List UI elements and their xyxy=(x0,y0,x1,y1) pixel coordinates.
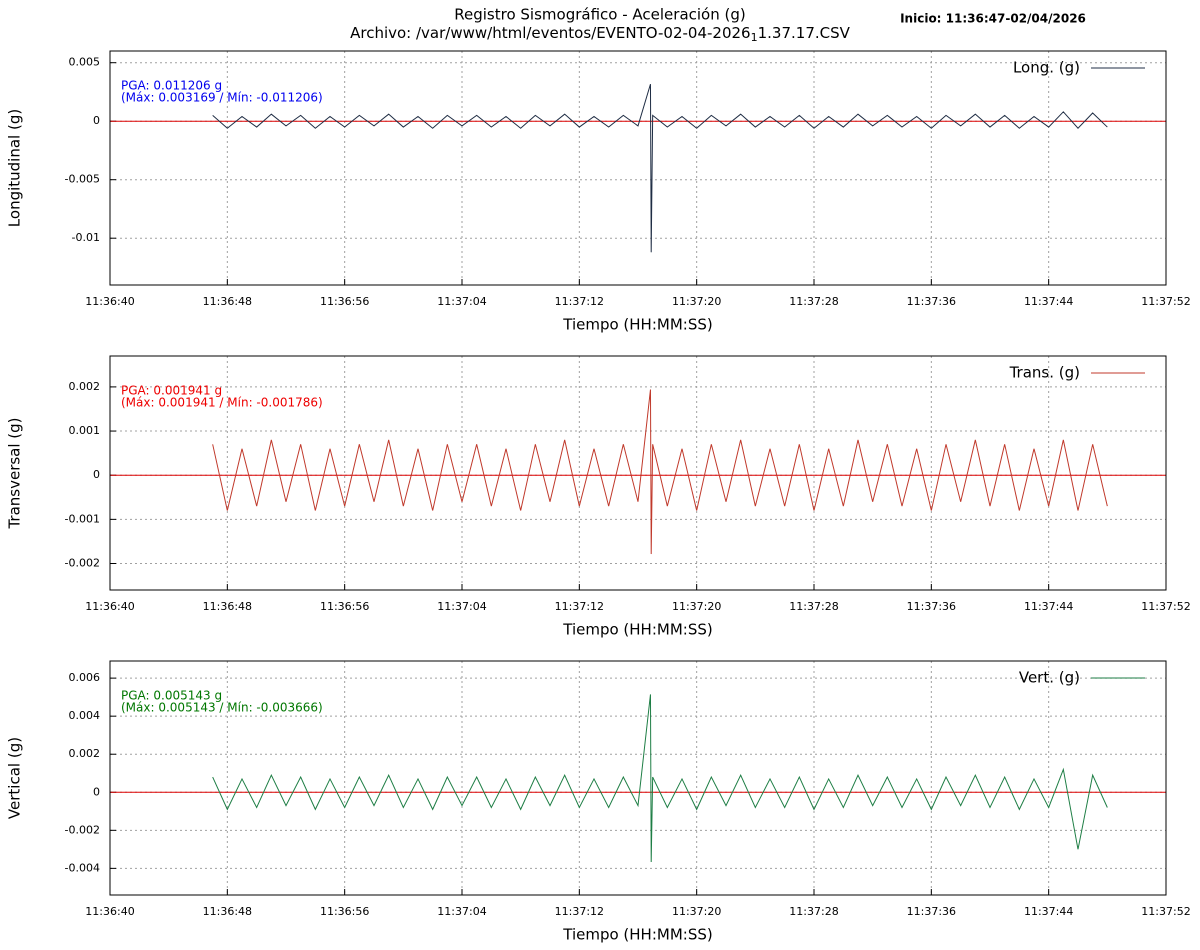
x-tick-label: 11:37:04 xyxy=(437,600,486,613)
x-tick-label: 11:37:12 xyxy=(555,600,604,613)
annotation: (Máx: 0.003169 / Mín: -0.011206) xyxy=(121,91,323,105)
annotation: PGA: 0.005143 g xyxy=(121,689,222,703)
y-tick-label: 0.002 xyxy=(69,380,101,393)
y-tick-label: -0.001 xyxy=(65,512,100,525)
x-axis-label: Tiempo (HH:MM:SS) xyxy=(562,316,712,334)
x-tick-label: 11:36:40 xyxy=(85,905,134,918)
y-tick-label: 0 xyxy=(93,468,100,481)
x-tick-label: 11:36:56 xyxy=(320,905,369,918)
subtitle-text: 1.37.17.CSV xyxy=(758,24,851,42)
x-tick-label: 11:37:44 xyxy=(1024,905,1073,918)
y-tick-label: -0.01 xyxy=(72,231,100,244)
x-tick-label: 11:37:12 xyxy=(555,905,604,918)
x-tick-label: 11:36:48 xyxy=(203,295,252,308)
legend-label: Vert. (g) xyxy=(1019,669,1080,687)
x-tick-label: 11:36:48 xyxy=(203,905,252,918)
x-tick-label: 11:37:20 xyxy=(672,905,721,918)
x-tick-label: 11:36:48 xyxy=(203,600,252,613)
x-tick-label: 11:36:56 xyxy=(320,295,369,308)
plot-frame xyxy=(109,50,1167,286)
annotation: PGA: 0.001941 g xyxy=(121,384,222,398)
x-tick-label: 11:37:52 xyxy=(1141,905,1190,918)
x-tick-label: 11:36:56 xyxy=(320,600,369,613)
x-tick-label: 11:37:20 xyxy=(672,295,721,308)
y-tick-label: 0.006 xyxy=(69,671,101,684)
subtitle-subscript: 1 xyxy=(751,31,758,44)
x-tick-label: 11:36:40 xyxy=(85,600,134,613)
y-tick-label: 0 xyxy=(93,785,100,798)
y-tick-label: -0.002 xyxy=(65,557,100,570)
x-axis-label: Tiempo (HH:MM:SS) xyxy=(562,926,712,944)
chart-title: Registro Sismográfico - Aceleración (g) xyxy=(454,6,745,24)
y-axis-label: Transversal (g) xyxy=(6,417,24,529)
y-tick-label: 0.001 xyxy=(69,424,101,437)
annotation: (Máx: 0.005143 / Mín: -0.003666) xyxy=(121,701,323,715)
y-tick-label: 0 xyxy=(93,114,100,127)
y-tick-label: -0.002 xyxy=(65,823,100,836)
y-tick-label: -0.004 xyxy=(65,861,100,874)
x-axis-label: Tiempo (HH:MM:SS) xyxy=(562,621,712,639)
plot-frame xyxy=(109,355,1167,591)
subtitle-text: Archivo: /var/www/html/eventos/EVENTO-02… xyxy=(350,24,751,42)
x-tick-label: 11:37:52 xyxy=(1141,295,1190,308)
x-tick-label: 11:37:36 xyxy=(907,600,956,613)
x-tick-label: 11:37:44 xyxy=(1024,295,1073,308)
y-axis-label: Longitudinal (g) xyxy=(6,109,24,227)
x-tick-label: 11:37:36 xyxy=(907,295,956,308)
annotation: PGA: 0.011206 g xyxy=(121,79,222,93)
y-tick-label: 0.002 xyxy=(69,747,101,760)
y-tick-label: 0.005 xyxy=(69,56,101,69)
series-line xyxy=(212,389,1108,555)
x-tick-label: 11:37:36 xyxy=(907,905,956,918)
start-time: Inicio: 11:36:47-02/04/2026 xyxy=(900,12,1086,26)
x-tick-label: 11:37:28 xyxy=(789,295,838,308)
annotation: (Máx: 0.001941 / Mín: -0.001786) xyxy=(121,396,323,410)
x-tick-label: 11:37:52 xyxy=(1141,600,1190,613)
legend-label: Long. (g) xyxy=(1013,59,1080,77)
x-tick-label: 11:37:44 xyxy=(1024,600,1073,613)
x-tick-label: 11:37:04 xyxy=(437,295,486,308)
x-tick-label: 11:37:12 xyxy=(555,295,604,308)
plot-frame xyxy=(109,660,1167,896)
y-tick-label: -0.005 xyxy=(65,173,100,186)
series-line xyxy=(212,694,1108,863)
legend-label: Trans. (g) xyxy=(1009,364,1080,382)
x-tick-label: 11:37:28 xyxy=(789,600,838,613)
chart-subtitle: Archivo: /var/www/html/eventos/EVENTO-02… xyxy=(350,24,851,45)
y-axis-label: Vertical (g) xyxy=(6,737,24,819)
y-tick-label: 0.004 xyxy=(69,709,101,722)
x-tick-label: 11:37:20 xyxy=(672,600,721,613)
x-tick-label: 11:37:28 xyxy=(789,905,838,918)
x-tick-label: 11:36:40 xyxy=(85,295,134,308)
series-line xyxy=(212,83,1108,253)
x-tick-label: 11:37:04 xyxy=(437,905,486,918)
